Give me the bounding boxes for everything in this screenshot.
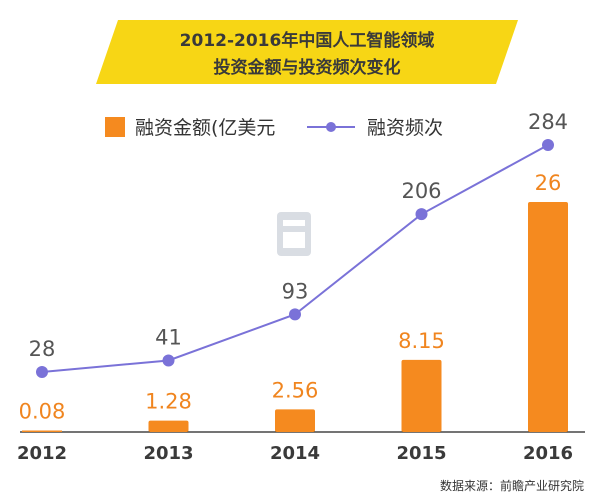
- legend-bar-swatch: [105, 117, 125, 137]
- watermark-logo: [277, 212, 311, 256]
- bar-value-label-2014: 2.56: [272, 378, 319, 402]
- bar-2016: [528, 202, 568, 432]
- legend-line-label: 融资频次: [367, 117, 443, 139]
- x-tick-label-2013: 2013: [143, 443, 193, 464]
- line-value-label-2012: 28: [29, 337, 56, 361]
- bar-value-label-2015: 8.15: [398, 329, 445, 353]
- line-point-2012: [36, 366, 48, 378]
- x-tick-label-2012: 2012: [17, 443, 67, 464]
- legend-line-marker: [326, 122, 336, 132]
- legend-bar-label: 融资金额(亿美元: [135, 117, 275, 139]
- chart-title-line2: 投资金额与投资频次变化: [214, 57, 401, 78]
- title-banner: [96, 20, 518, 84]
- bar-series: [22, 202, 568, 432]
- x-tick-label-2016: 2016: [523, 443, 573, 464]
- line-path: [41, 144, 549, 373]
- bar-2015: [401, 359, 442, 432]
- line-value-label-2014: 93: [282, 279, 309, 303]
- line-point-2013: [162, 354, 175, 367]
- chart-title-line1: 2012-2016年中国人工智能领域: [180, 30, 435, 51]
- line-point-2014: [289, 308, 301, 321]
- source-note: 数据来源：前瞻产业研究院: [440, 478, 584, 493]
- bar-value-label-2012: 0.08: [19, 400, 66, 424]
- bar-value-label-2013: 1.28: [145, 390, 192, 414]
- line-value-label-2015: 206: [401, 179, 441, 203]
- legend: 融资金额(亿美元 融资频次: [105, 117, 443, 139]
- bar-2014: [275, 409, 315, 432]
- line-point-2016: [542, 139, 554, 151]
- bar-labels: 0.08 1.28 2.56 8.15 26: [19, 171, 562, 424]
- line-point-2015: [415, 208, 428, 221]
- x-axis-ticks: 2012 2013 2014 2015 2016: [17, 443, 573, 464]
- x-tick-label-2014: 2014: [270, 443, 320, 464]
- line-series: [36, 139, 554, 378]
- x-tick-label-2015: 2015: [396, 443, 446, 464]
- line-labels: 28 41 93 206 284: [29, 110, 568, 361]
- bar-2013: [148, 420, 189, 432]
- bar-value-label-2016: 26: [535, 171, 562, 195]
- line-value-label-2013: 41: [155, 325, 182, 349]
- bar-2012: [22, 430, 62, 432]
- line-value-label-2016: 284: [528, 110, 568, 134]
